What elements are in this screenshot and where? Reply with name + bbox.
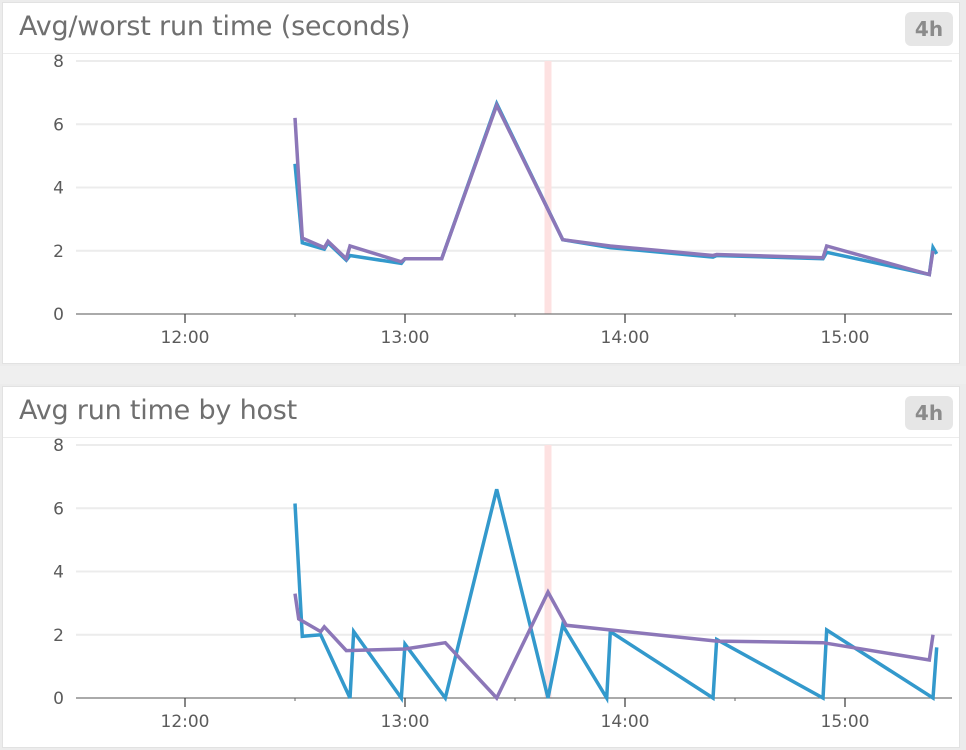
y-tick-label: 4: [53, 179, 64, 199]
time-range-badge[interactable]: 4h: [905, 12, 953, 46]
panel-avg-run-time-by-host: Avg run time by host 4h: [2, 386, 960, 748]
y-tick-label: 0: [53, 689, 64, 709]
y-tick-label: 4: [53, 563, 64, 583]
y-tick-label: 2: [53, 242, 64, 262]
series-line-host-2[interactable]: [293, 588, 935, 702]
y-tick-label: 0: [53, 305, 64, 325]
y-tick-label: 2: [53, 626, 64, 646]
x-tick-label: 13:00: [381, 712, 430, 732]
y-tick-label: 8: [53, 52, 64, 72]
y-axis: 0 2 4 6 8: [53, 52, 952, 325]
title-divider: [3, 437, 959, 438]
event-marker[interactable]: [544, 61, 552, 314]
x-axis: 12:00 13:00 14:00 15:00: [76, 313, 952, 348]
y-tick-label: 6: [53, 499, 64, 519]
series-line-host-1[interactable]: [293, 488, 939, 704]
panel-avg-worst-run-time: Avg/worst run time (seconds) 4h: [2, 2, 960, 364]
y-tick-label: 8: [53, 436, 64, 456]
y-axis: 0 2 4 6 8: [53, 436, 952, 709]
panel-title: Avg/worst run time (seconds): [19, 11, 411, 42]
x-axis: 12:00 13:00 14:00 15:00: [76, 697, 952, 732]
x-tick-label: 12:00: [161, 328, 210, 348]
event-marker[interactable]: [544, 445, 552, 698]
series-line-worst[interactable]: [293, 100, 935, 277]
x-tick-label: 12:00: [161, 712, 210, 732]
line-chart-avg-worst[interactable]: 0 2 4 6 8 12:00 13:00 14:00 15:00: [0, 0, 966, 366]
x-tick-label: 14:00: [601, 712, 650, 732]
time-range-badge[interactable]: 4h: [905, 396, 953, 430]
x-tick-label: 13:00: [381, 328, 430, 348]
x-tick-label: 15:00: [821, 712, 870, 732]
x-tick-label: 15:00: [821, 328, 870, 348]
y-tick-label: 6: [53, 115, 64, 135]
x-tick-label: 14:00: [601, 328, 650, 348]
panel-gap: [0, 366, 966, 384]
title-divider: [3, 53, 959, 54]
panel-title: Avg run time by host: [19, 395, 298, 426]
